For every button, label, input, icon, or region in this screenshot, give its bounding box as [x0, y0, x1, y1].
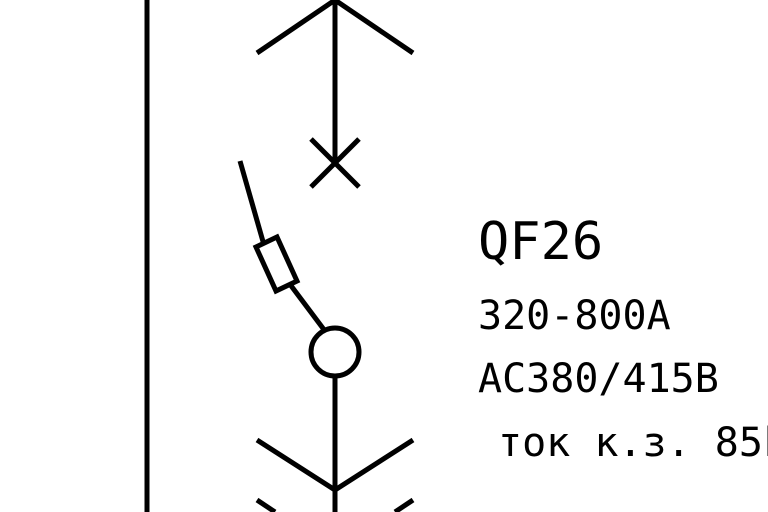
- contact-cross-stroke-b: [309, 137, 361, 189]
- breaker-blade-upper: [237, 160, 267, 246]
- bottom-connector-chevron-lower: [255, 497, 277, 512]
- breaker-voltage-label: AC380/415B: [478, 356, 719, 402]
- breaker-current-range-label: 320-800A: [478, 293, 671, 339]
- breaker-designation-label: QF26: [478, 212, 603, 272]
- breaker-release-box: [252, 233, 301, 295]
- bottom-connector-chevron-upper: [255, 437, 415, 493]
- bottom-connector-chevron-lower-right: [393, 497, 415, 512]
- breaker-pivot-circle: [308, 325, 362, 379]
- short-circuit-current-label: ток к.з. 85kA: [498, 420, 768, 466]
- top-connector-symbol: [255, 0, 415, 56]
- breaker-blade-lower: [287, 281, 327, 333]
